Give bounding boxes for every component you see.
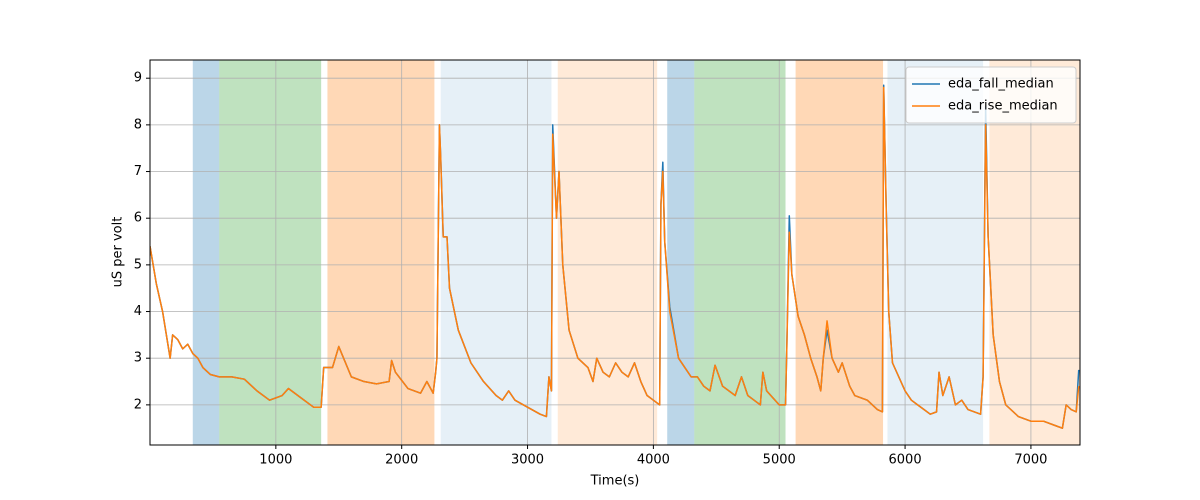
shaded-span	[795, 60, 884, 445]
x-tick-label: 2000	[385, 453, 418, 468]
shaded-span	[440, 60, 552, 445]
shaded-span	[694, 60, 786, 445]
shaded-span	[192, 60, 220, 445]
x-tick-label: 1000	[259, 453, 292, 468]
x-tick-label: 5000	[763, 453, 796, 468]
shaded-span	[989, 60, 1080, 445]
shaded-span	[327, 60, 435, 445]
x-tick-label: 6000	[889, 453, 922, 468]
x-tick-label: 7000	[1014, 453, 1047, 468]
y-tick-label: 9	[134, 71, 142, 86]
x-tick-label: 3000	[511, 453, 544, 468]
shaded-span	[557, 60, 658, 445]
y-tick-label: 3	[134, 351, 142, 366]
y-tick-label: 2	[134, 397, 142, 412]
data-line	[150, 86, 1080, 429]
y-tick-label: 7	[134, 164, 142, 179]
x-axis-label: Time(s)	[590, 474, 640, 489]
shaded-span	[219, 60, 322, 445]
y-tick-label: 5	[134, 257, 142, 272]
legend-box	[905, 66, 1077, 124]
legend-label: eda_rise_median	[948, 99, 1058, 114]
y-tick-label: 6	[134, 211, 142, 226]
plot-frame	[149, 59, 1081, 446]
legend-label: eda_fall_median	[948, 77, 1054, 92]
x-tick-label: 4000	[637, 453, 670, 468]
shaded-span	[667, 60, 695, 445]
y-tick-label: 8	[134, 117, 142, 132]
y-tick-label: 4	[134, 304, 142, 319]
shaded-span	[887, 60, 984, 445]
y-axis-label: uS per volt	[111, 217, 126, 288]
